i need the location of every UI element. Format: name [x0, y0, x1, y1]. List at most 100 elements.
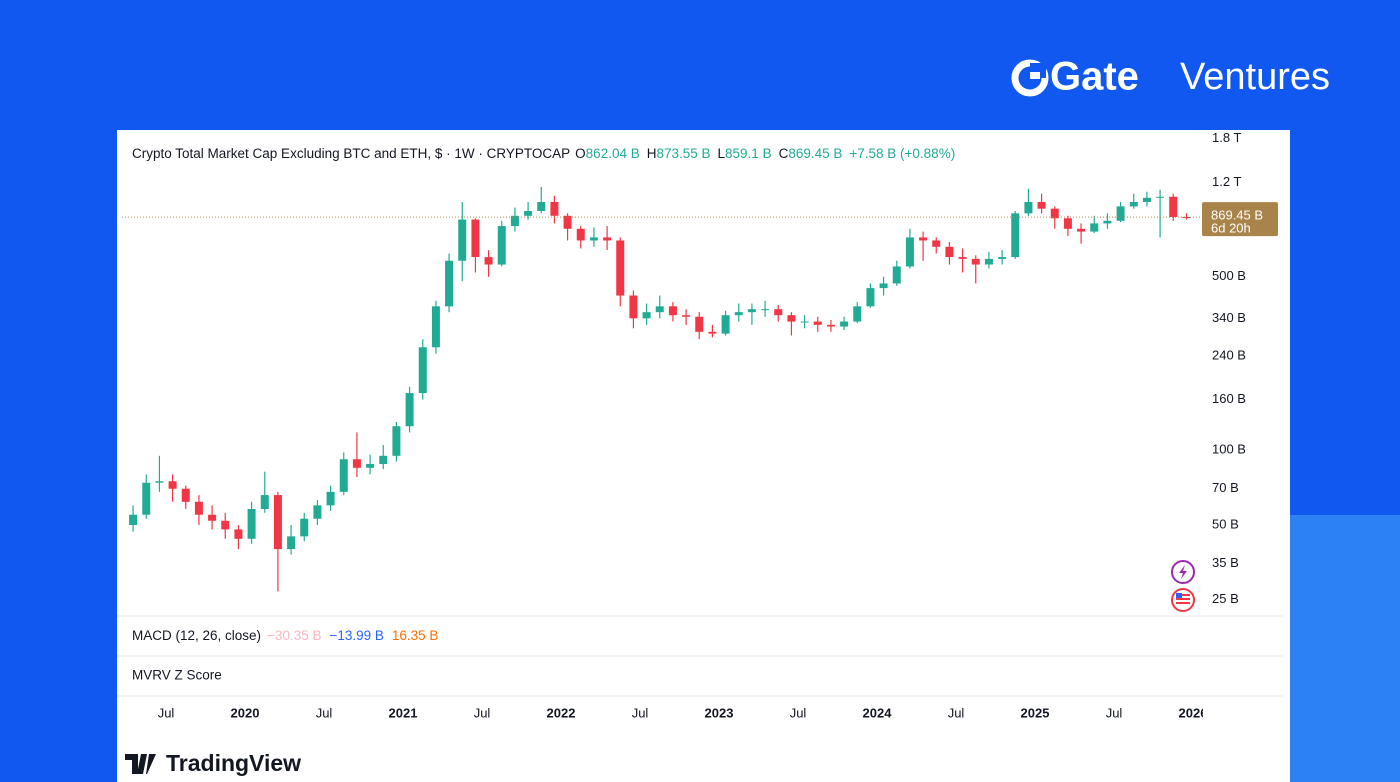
candle-body — [668, 306, 677, 316]
candle-body — [1116, 206, 1125, 221]
brand-logo-text: Gate — [1050, 55, 1139, 99]
ohlc-label: L — [718, 146, 726, 161]
footer-brand: TradingView — [166, 750, 301, 776]
ohlc-value: 859.1 B — [725, 146, 772, 161]
candle-body — [405, 393, 414, 427]
candle-body — [958, 257, 967, 259]
ohlc-label: C — [779, 146, 789, 161]
candle-body — [774, 309, 783, 316]
x-tick-label: Jul — [948, 705, 965, 720]
candle-body — [642, 312, 651, 319]
x-tick-label: 2022 — [547, 705, 576, 720]
candle-body — [919, 237, 928, 241]
y-tick-label: 160 B — [1212, 391, 1246, 406]
candle-body — [1182, 217, 1191, 219]
candle-body — [984, 258, 993, 265]
candle-body — [326, 491, 335, 506]
x-tick-label: 2023 — [705, 705, 734, 720]
candle-body — [155, 481, 164, 483]
candle-body — [945, 246, 954, 258]
candle-body — [471, 219, 480, 258]
chart-title: Crypto Total Market Cap Excluding BTC an… — [132, 146, 955, 161]
candle-body — [497, 226, 506, 265]
candle-body — [300, 518, 309, 537]
candle-body — [734, 312, 743, 316]
x-tick-label: 2025 — [1021, 705, 1050, 720]
flag-stripe — [1176, 598, 1190, 600]
y-tick-label: 340 B — [1212, 310, 1246, 325]
x-tick-label: 2020 — [231, 705, 260, 720]
candle-body — [392, 426, 401, 456]
candle-body — [273, 495, 282, 550]
candle-body — [194, 501, 203, 515]
ohlc-value: 862.04 B — [586, 146, 640, 161]
y-tick-label: 1.8 T — [1212, 130, 1241, 145]
candle-body — [589, 237, 598, 241]
y-tick-label: 500 B — [1212, 268, 1246, 283]
x-tick-label: Jul — [316, 705, 333, 720]
candle-body — [892, 266, 901, 284]
candle-body — [787, 315, 796, 322]
candle-body — [221, 520, 230, 530]
change: +7.58 B (+0.88%) — [849, 146, 955, 161]
candle-body — [510, 215, 519, 227]
price-tag-label: 869.45 B — [1211, 208, 1263, 223]
candle-body — [352, 459, 361, 468]
ohlc-value: 873.55 B — [656, 146, 710, 161]
candle-body — [1050, 208, 1059, 219]
indicator-name: MACD (12, 26, close) — [132, 628, 261, 643]
y-tick-label: 25 B — [1212, 591, 1239, 606]
flag-stripe — [1176, 602, 1190, 604]
indicator-name: MVRV Z Score — [132, 668, 222, 683]
candle-body — [260, 495, 269, 509]
candle-body — [563, 215, 572, 229]
candle-body — [366, 464, 375, 468]
candle-body — [445, 260, 454, 307]
countdown: 6d 20h — [1211, 221, 1251, 236]
candle-body — [879, 283, 888, 289]
y-tick-label: 100 B — [1212, 442, 1246, 457]
y-tick-label: 70 B — [1212, 480, 1239, 495]
candle-body — [1077, 228, 1086, 232]
candle-body — [1169, 196, 1178, 218]
macd-value: −13.99 B — [329, 628, 383, 643]
candle-body — [524, 210, 533, 216]
flag-canton — [1176, 593, 1182, 598]
candle-body — [932, 240, 941, 247]
macd-legend: MACD (12, 26, close) −30.35 B −13.99 B 16.3… — [132, 628, 438, 643]
candle-body — [1011, 213, 1020, 258]
candle-body — [129, 514, 138, 526]
candle-body — [826, 324, 835, 327]
x-tick-label: 2024 — [863, 705, 893, 720]
candle-body — [379, 455, 388, 465]
candle-body — [208, 514, 217, 521]
candle-body — [800, 321, 809, 323]
candle-body — [484, 257, 493, 265]
x-tick-label: Jul — [790, 705, 807, 720]
candle-body — [1103, 220, 1112, 224]
chart-panel — [117, 130, 1290, 782]
footer-logo: TradingView — [125, 750, 301, 776]
time-axis: Jul 2020 Jul 2021 Jul 2022 Jul 2023 Jul 2024 Jul 20… — [158, 705, 1203, 720]
candle-body — [655, 306, 664, 313]
candle-body — [1024, 202, 1033, 214]
candle-body — [1156, 196, 1165, 198]
brand-logo: Gate Ventures — [1011, 55, 1330, 99]
candle-body — [629, 295, 638, 319]
logo-bar — [1030, 72, 1040, 79]
candle-body — [418, 347, 427, 394]
icons — [1171, 560, 1195, 612]
x-tick-label: Jul — [474, 705, 491, 720]
y-tick-label: 240 B — [1212, 347, 1246, 362]
x-tick-label: 2021 — [389, 705, 418, 720]
candle-body — [339, 459, 348, 492]
lightning — [1179, 565, 1187, 579]
candle-body — [708, 331, 717, 334]
candle-body — [1090, 223, 1099, 232]
price-tag — [1202, 202, 1278, 237]
y-tick-label: 50 B — [1212, 516, 1239, 531]
title-text: Crypto Total Market Cap Excluding BTC an… — [132, 146, 570, 161]
y-tick-label: 1.2 T — [1212, 174, 1241, 189]
